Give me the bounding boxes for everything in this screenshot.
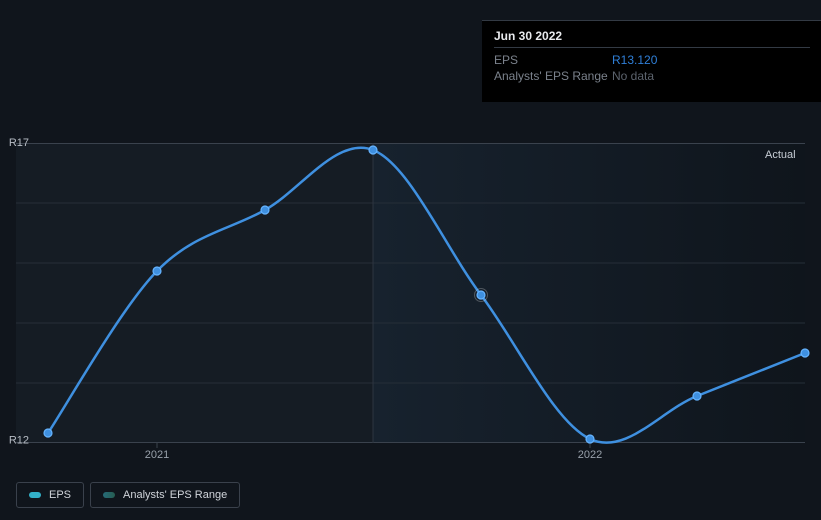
eps-point[interactable] xyxy=(801,349,809,357)
eps-point[interactable] xyxy=(586,435,594,443)
legend-swatch-icon xyxy=(29,492,41,498)
x-axis-label: 2021 xyxy=(145,449,169,461)
legend-label: Analysts' EPS Range xyxy=(123,489,227,501)
tooltip-row-value: No data xyxy=(612,69,654,83)
eps-point[interactable] xyxy=(44,429,52,437)
legend-item-range[interactable]: Analysts' EPS Range xyxy=(90,482,240,508)
eps-point[interactable] xyxy=(153,267,161,275)
eps-chart: Jun 30 2022 EPSR13.120Analysts' EPS Rang… xyxy=(16,0,805,520)
y-axis-label: R17 xyxy=(9,137,29,149)
eps-point[interactable] xyxy=(693,392,701,400)
x-axis-label: 2022 xyxy=(578,449,602,461)
tooltip-row-value: R13.120 xyxy=(612,53,657,67)
eps-point[interactable] xyxy=(369,146,377,154)
plot-area[interactable]: R17R1220212022 xyxy=(16,143,805,443)
legend-label: EPS xyxy=(49,489,71,501)
actual-region-label: Actual xyxy=(765,149,796,161)
eps-point[interactable] xyxy=(477,291,485,299)
y-axis-label: R12 xyxy=(9,435,29,447)
tooltip-row-label: EPS xyxy=(494,53,612,67)
legend-swatch-icon xyxy=(103,492,115,498)
tooltip-row: EPSR13.120 xyxy=(494,52,810,68)
chart-legend: EPS Analysts' EPS Range xyxy=(16,482,240,508)
legend-item-eps[interactable]: EPS xyxy=(16,482,84,508)
eps-point[interactable] xyxy=(261,206,269,214)
chart-tooltip: Jun 30 2022 EPSR13.120Analysts' EPS Rang… xyxy=(482,20,821,102)
tooltip-row-label: Analysts' EPS Range xyxy=(494,69,612,83)
tooltip-title: Jun 30 2022 xyxy=(494,29,810,48)
tooltip-row: Analysts' EPS RangeNo data xyxy=(494,68,810,84)
